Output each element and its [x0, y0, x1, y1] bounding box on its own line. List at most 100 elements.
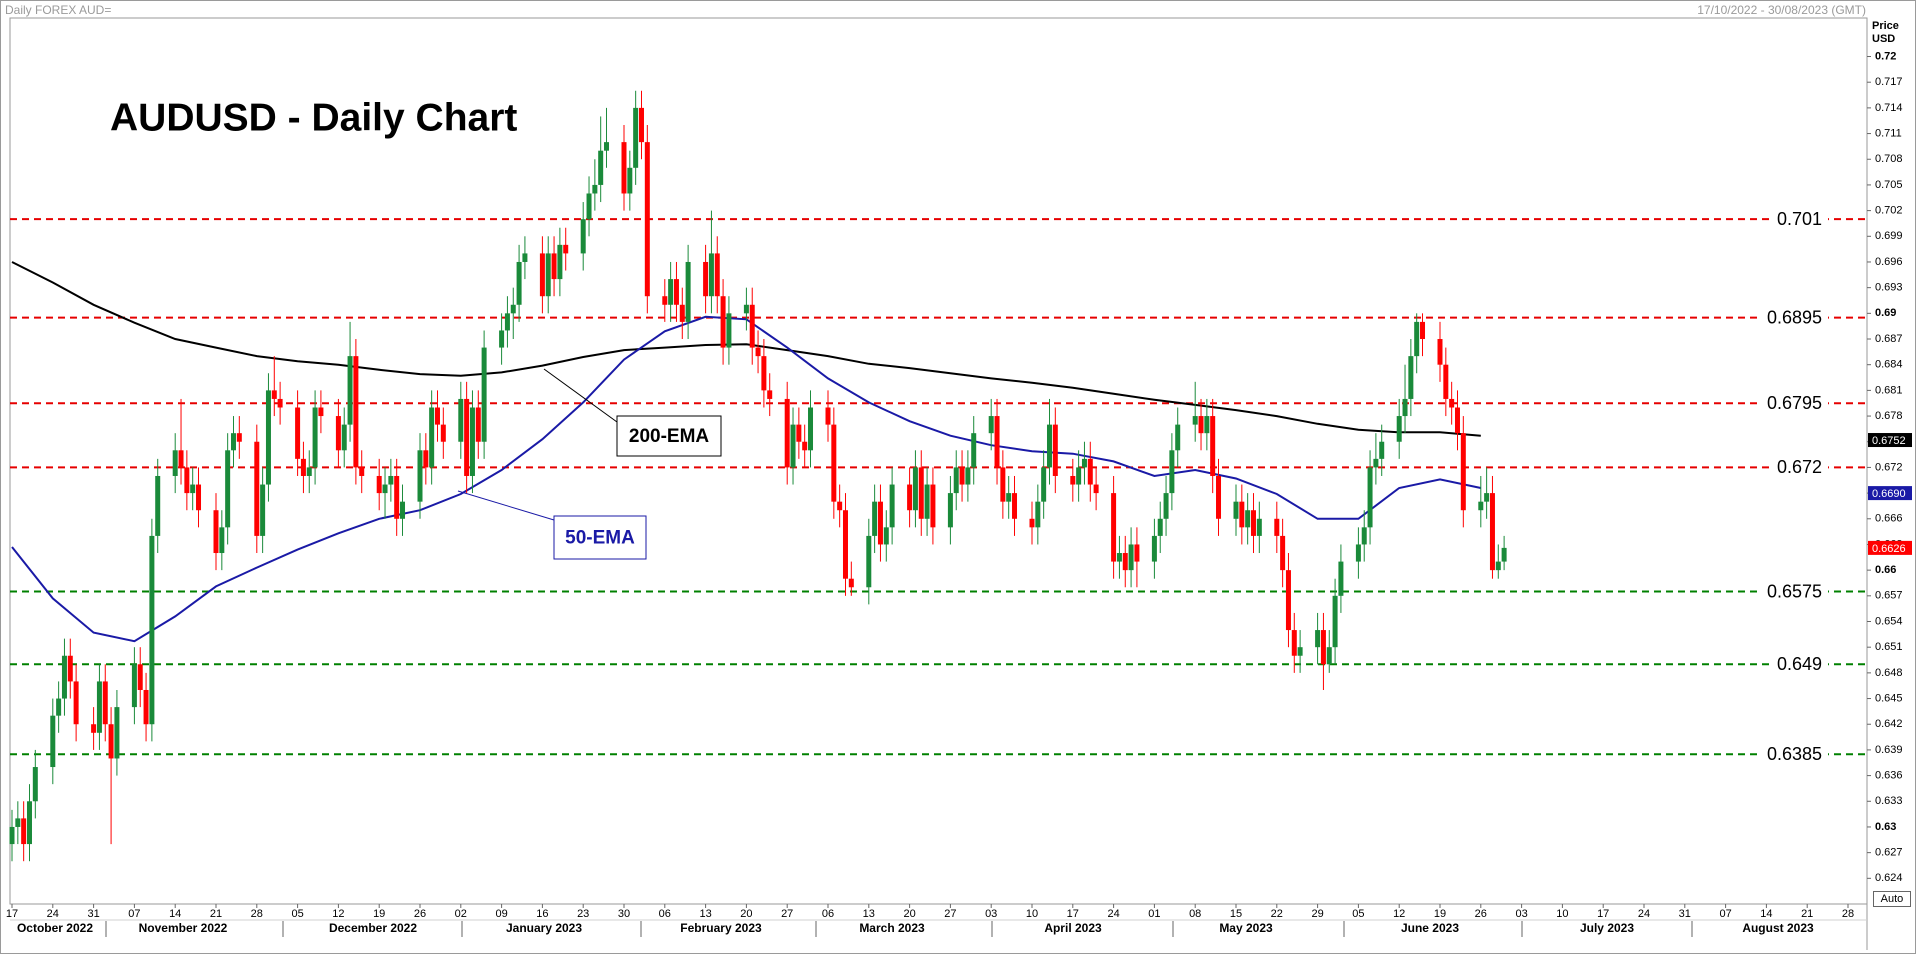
candle-body [1402, 398, 1408, 417]
candle-body [1006, 493, 1012, 502]
y-tick-label: 0.633 [1875, 795, 1903, 807]
annotation-label: 200-EMA [629, 426, 710, 447]
annotation-label: 50-EMA [565, 528, 635, 549]
y-tick-label: 0.708 [1875, 153, 1903, 165]
candle-body [1478, 501, 1484, 511]
candle-body [1052, 424, 1058, 476]
plot-frame [9, 17, 1868, 905]
candle-body [790, 424, 796, 468]
candle-body [1169, 450, 1175, 494]
level-label-bg [1760, 744, 1828, 765]
candle-body [318, 407, 324, 417]
x-tick-label: 26 [414, 908, 426, 920]
candle-body [1012, 493, 1018, 519]
x-tick-label: 21 [1801, 908, 1813, 920]
candle-body [1192, 416, 1198, 425]
candle-body [73, 681, 79, 725]
candle-body [621, 142, 627, 194]
x-tick-label: 29 [1311, 908, 1323, 920]
candle-body [1495, 561, 1501, 571]
x-tick-label: 20 [903, 908, 915, 920]
candle-body [1250, 510, 1256, 536]
candle-body [1315, 630, 1321, 648]
candle-body [423, 450, 429, 468]
candle-body [703, 261, 709, 297]
candle-body [469, 407, 475, 476]
candle-body [1373, 458, 1379, 468]
candle-body [1035, 501, 1041, 528]
candle-body [1233, 501, 1239, 519]
candle-body [522, 253, 528, 262]
candle-body [96, 681, 102, 733]
candle-body [61, 655, 67, 699]
y-tick-label: 0.66 [1875, 564, 1896, 576]
candle-body [114, 707, 120, 759]
candle-body [1326, 647, 1332, 665]
x-tick-label: 16 [536, 908, 548, 920]
x-tick-label: 12 [332, 908, 344, 920]
y-tick-label: 0.702 [1875, 205, 1903, 217]
annotation-leader [543, 368, 618, 423]
x-tick-label: 23 [577, 908, 589, 920]
y-tick-label: 0.69 [1875, 307, 1896, 319]
candle-body [1280, 535, 1286, 571]
candle-body [277, 398, 283, 408]
candle-body [580, 219, 586, 254]
level-label-bg [1770, 209, 1828, 230]
month-label: February 2023 [680, 921, 762, 935]
x-tick-label: 28 [1842, 908, 1854, 920]
candle-body [1285, 570, 1291, 631]
x-tick-label: 05 [291, 908, 303, 920]
y-tick-label: 0.645 [1875, 692, 1903, 704]
candle-body [155, 475, 161, 536]
candle-body [1338, 561, 1344, 596]
x-tick-label: 28 [251, 908, 263, 920]
candle-body [883, 527, 889, 545]
candle-body [254, 441, 260, 536]
candle-body [295, 407, 301, 459]
candle-body [56, 698, 62, 716]
price-tag-label: 0.6752 [1872, 435, 1906, 447]
x-tick-label: 27 [944, 908, 956, 920]
y-tick-label: 0.63 [1875, 821, 1896, 833]
x-tick-label: 13 [863, 908, 875, 920]
candle-body [1151, 535, 1157, 562]
candle-body [848, 578, 854, 588]
candle-body [172, 450, 178, 476]
y-tick-label: 0.627 [1875, 847, 1903, 859]
candle-body [230, 433, 236, 451]
y-tick-label: 0.693 [1875, 282, 1903, 294]
candle-body [1070, 475, 1076, 485]
candle-body [1128, 544, 1134, 571]
candle-body [912, 467, 918, 511]
candle-body [260, 484, 266, 536]
candle-body [930, 484, 936, 528]
candle-body [1489, 493, 1495, 571]
price-tag-label: 0.6626 [1872, 543, 1906, 555]
x-tick-label: 08 [1189, 908, 1201, 920]
auto-button[interactable]: Auto [1873, 891, 1911, 907]
price-tag [1868, 486, 1912, 501]
x-tick-label: 02 [455, 908, 467, 920]
month-label: June 2023 [1401, 921, 1459, 935]
candle-body [965, 467, 971, 485]
candle-body [842, 510, 848, 579]
candle-body [1157, 518, 1163, 536]
candle-body [802, 441, 808, 451]
candle-body [1408, 356, 1414, 399]
candle-body [475, 407, 481, 442]
candle-body [1116, 553, 1122, 562]
x-tick-label: 03 [985, 908, 997, 920]
y-tick-label: 0.642 [1875, 718, 1903, 730]
candle-body [994, 416, 1000, 468]
y-tick-label: 0.687 [1875, 333, 1903, 345]
candle-body [726, 313, 732, 348]
candle-body [831, 424, 837, 502]
candle-body [586, 193, 592, 220]
level-label: 0.6575 [1767, 581, 1822, 601]
candle-body [1093, 484, 1099, 494]
candle-body [924, 484, 930, 519]
y-tick-label: 0.666 [1875, 513, 1903, 525]
candle-body [825, 407, 831, 425]
month-label: November 2022 [139, 921, 228, 935]
